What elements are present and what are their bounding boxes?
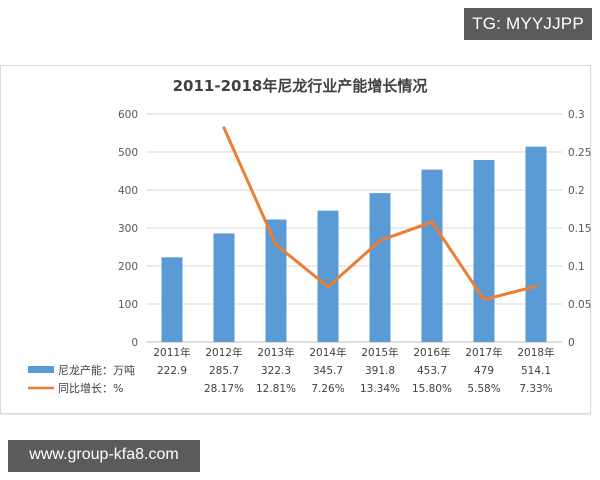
x-tick-label: 2016年 — [413, 346, 450, 359]
right-y-tick-label: 0.2 — [568, 185, 585, 197]
right-y-tick-label: 0.15 — [568, 223, 591, 235]
x-tick-label: 2018年 — [517, 346, 554, 359]
chart-title: 2011-2018年尼龙行业产能增长情况 — [173, 77, 428, 95]
table-cell-capacity: 322.3 — [261, 365, 291, 377]
table-cell-growth: 7.33% — [519, 383, 552, 395]
table-cell-capacity: 479 — [474, 365, 494, 377]
watermark-top: TG: MYYJJPP — [464, 8, 592, 40]
x-tick-label: 2013年 — [257, 346, 294, 359]
right-y-tick-label: 0.1 — [568, 261, 585, 273]
bar — [421, 169, 443, 342]
legend-bar-swatch — [28, 366, 54, 373]
bar — [161, 257, 183, 342]
bar — [265, 219, 287, 342]
bar — [525, 146, 547, 342]
x-axis: 2011年 2012年 2013年 2014年 2015年 2016年 2017年 2018年 — [153, 346, 554, 359]
left-y-tick-label: 300 — [118, 223, 138, 235]
line-series — [222, 126, 538, 302]
table-cell-growth: 5.58% — [467, 383, 500, 395]
left-y-axis: 0 100 200 300 400 500 600 — [118, 109, 138, 349]
left-y-tick-label: 600 — [118, 109, 138, 121]
bar-series — [161, 146, 547, 342]
table-cell-growth: 15.80% — [412, 383, 452, 395]
x-tick-label: 2014年 — [309, 346, 346, 359]
right-y-tick-label: 0.3 — [568, 109, 585, 121]
left-y-tick-label: 100 — [118, 299, 138, 311]
left-y-tick-label: 400 — [118, 185, 138, 197]
gridlines — [146, 113, 562, 343]
legend-line-label: 同比增长：% — [58, 381, 123, 395]
table-cell-growth: 28.17% — [204, 383, 244, 395]
bar — [473, 159, 495, 342]
x-tick-label: 2012年 — [205, 346, 242, 359]
table-cell-growth: 12.81% — [256, 383, 296, 395]
table-cell-capacity: 391.8 — [365, 365, 395, 377]
table-cell-capacity: 453.7 — [417, 365, 447, 377]
right-y-tick-label: 0.25 — [568, 147, 591, 159]
x-tick-label: 2011年 — [153, 346, 190, 359]
left-y-tick-label: 0 — [131, 337, 138, 349]
left-y-tick-label: 200 — [118, 261, 138, 273]
right-y-tick-label: 0 — [568, 337, 575, 349]
table-cell-capacity: 222.9 — [157, 365, 187, 377]
bar — [213, 233, 235, 342]
growth-line — [222, 126, 538, 302]
table-cell-capacity: 345.7 — [313, 365, 343, 377]
right-y-axis: 0 0.05 0.1 0.15 0.2 0.25 0.3 — [568, 109, 591, 349]
table-cell-capacity: 514.1 — [521, 365, 551, 377]
table-cell-growth: 13.34% — [360, 383, 400, 395]
x-tick-label: 2017年 — [465, 346, 502, 359]
right-y-tick-label: 0.05 — [568, 299, 591, 311]
x-tick-label: 2015年 — [361, 346, 398, 359]
legend-bar-label: 尼龙产能：万吨 — [58, 363, 135, 377]
table-cell-growth: 7.26% — [311, 383, 344, 395]
bar — [317, 210, 339, 342]
watermark-bottom: www.group-kfa8.com — [8, 440, 200, 472]
left-y-tick-label: 500 — [118, 147, 138, 159]
table-cell-capacity: 285.7 — [209, 365, 239, 377]
bar — [369, 193, 391, 342]
